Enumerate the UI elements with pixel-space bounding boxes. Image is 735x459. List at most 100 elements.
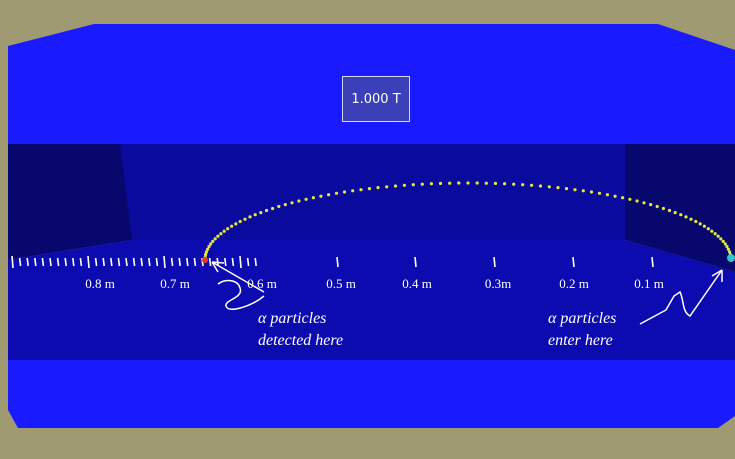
trajectory-dot [204,250,208,254]
trajectory-dot [581,189,585,193]
ruler-tick [41,257,45,267]
trajectory-dot [253,213,257,217]
ruler-label-0.4m: 0.4 m [402,276,432,291]
trajectory-dot [311,196,315,200]
ruler-tick [155,257,159,267]
trajectory-dot [290,201,294,205]
ruler-tick [11,255,14,269]
chamber-back-wall [120,144,625,240]
trajectory-dot [589,190,594,194]
trajectory-dot [376,186,380,190]
trajectory-dot [207,245,211,249]
ruler-tick [140,257,143,267]
ruler-label-0.8m: 0.8 m [85,276,115,291]
ruler-tick [231,257,235,267]
ruler-tick [239,255,242,269]
magnetic-field-display: 1.000 T [342,76,410,122]
trajectory-dot [297,199,301,203]
trajectory-dot [728,250,732,254]
ruler-tick [64,257,67,267]
ruler-tick [148,257,151,267]
trajectory-dot [351,189,355,193]
chamber-left-wall [8,144,132,260]
trajectory-dot [556,186,560,190]
trajectory-dot [230,224,234,228]
enter-annotation-line2: enter here [548,332,613,349]
ruler-tick [193,257,197,267]
trajectory-dot [713,232,717,236]
trajectory-dot [530,183,534,187]
detected-annotation: α particles detected here [258,308,343,352]
ruler-ticks [11,255,654,269]
trajectory-dot [283,203,287,207]
trajectory-dot [684,215,688,219]
trajectory-dot [420,182,424,186]
ruler-tick [163,255,166,269]
ruler-tick [572,256,575,268]
trajectory-dot [204,253,208,257]
ruler-label-0.5m: 0.5 m [326,276,356,291]
trajectory-dot [327,193,331,197]
ruler-tick [87,255,90,269]
trajectory-dot [493,181,498,185]
trajectory-dot [635,199,639,203]
trajectory-dot [689,217,693,221]
trajectory-dot [206,247,210,251]
trajectory-dot [725,245,729,249]
trajectory-dot [448,181,452,185]
ruler-tick [72,257,75,267]
ruler-label-0.6m: 0.6 m [247,276,277,291]
trajectory-dot [429,182,433,186]
ruler-tick [651,256,654,268]
chamber-bottom-wall [8,360,735,428]
trajectory-dot [655,204,659,209]
ruler-tick [186,257,189,267]
detected-annotation-line1: α particles [258,310,327,327]
trajectory-dot [238,219,242,224]
trajectory-dot [698,222,702,226]
trajectory-dot [209,242,213,246]
ruler-tick [18,257,22,267]
trajectory-dot [706,227,710,231]
ruler-tick [414,256,417,268]
trajectory-dot [702,224,707,228]
trajectory-dot [564,187,569,191]
trajectory-dot [605,193,610,197]
trajectory-dot [649,203,653,207]
ruler-tick [110,257,113,267]
ruler-tick [224,257,227,267]
trajectory-dot [334,191,339,195]
ruler-tick [94,257,98,267]
trajectory-dot [719,237,723,241]
ruler-label-0.7m: 0.7 m [160,276,190,291]
entry-point-marker [727,254,735,262]
ruler-tick [117,257,121,267]
trajectory-dot [716,234,720,238]
trajectory-dot [259,211,263,215]
trajectory-dot [304,197,308,201]
trajectory-dot [342,190,347,194]
trajectory-dot [393,184,398,188]
ruler-tick [56,257,60,267]
trajectory-dot [613,194,617,198]
trajectory-dot [216,234,220,238]
ruler-tick [49,257,52,267]
trajectory-dot [538,184,543,188]
ruler-tick [170,257,174,267]
ruler-tick [132,257,136,267]
ruler-tick [254,257,257,267]
trajectory-dot [211,239,215,243]
trajectory-dot [726,247,731,251]
ruler-tick [79,257,83,267]
trajectory-dot [411,183,415,187]
detected-pointer-arrow [211,261,265,310]
ruler-tick [208,257,212,267]
trajectory-dot [503,182,507,186]
ruler-tick [336,256,339,268]
trajectory-dot [219,232,223,236]
trajectory-dot [673,211,677,215]
trajectory-dot [457,181,461,185]
particle-trajectory [203,181,733,262]
ruler-tick [102,257,105,267]
